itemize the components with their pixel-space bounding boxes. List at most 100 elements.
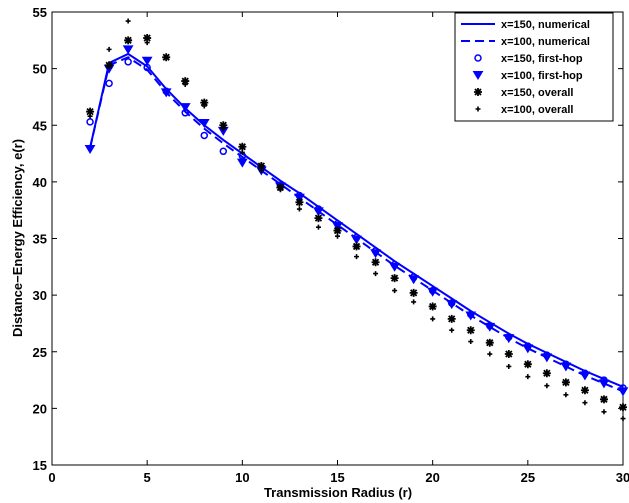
data-point <box>124 58 132 66</box>
data-point <box>141 56 153 66</box>
data-point <box>447 314 456 323</box>
y-axis-label: Distance−Energy Efficiency, e(r) <box>10 139 25 337</box>
data-point <box>181 77 190 86</box>
y-tick-label: 55 <box>33 5 47 20</box>
data-point <box>601 409 607 415</box>
data-point <box>525 374 531 380</box>
data-point <box>220 126 226 132</box>
data-point <box>506 363 512 369</box>
data-point <box>430 316 436 322</box>
data-point <box>84 145 96 155</box>
data-point <box>485 338 494 347</box>
y-tick-label: 35 <box>33 232 47 247</box>
data-point <box>468 339 474 345</box>
data-point <box>542 369 551 378</box>
y-tick-label: 50 <box>33 62 47 77</box>
x-axis-label: Transmission Radius (r) <box>264 485 412 500</box>
data-point <box>354 254 360 260</box>
data-point <box>200 98 209 107</box>
data-point <box>144 40 150 46</box>
data-point <box>122 45 134 55</box>
legend-label: x=150, first-hop <box>501 53 583 65</box>
data-point <box>504 350 513 359</box>
data-point <box>466 326 475 335</box>
data-point <box>427 287 439 297</box>
x-tick-label: 15 <box>330 470 344 485</box>
legend-label: x=100, overall <box>501 104 573 116</box>
data-point <box>236 158 248 168</box>
data-point <box>258 168 264 174</box>
data-point <box>370 249 381 259</box>
data-point <box>487 351 493 357</box>
legend-marker <box>474 54 482 62</box>
legend-label: x=150, overall <box>501 87 573 99</box>
data-point <box>87 113 93 119</box>
x-tick-label: 20 <box>425 470 439 485</box>
data-point <box>449 327 455 333</box>
x-tick-label: 0 <box>48 470 55 485</box>
data-point <box>201 103 207 109</box>
data-point <box>599 395 608 404</box>
data-point <box>390 274 399 283</box>
data-point <box>389 262 400 272</box>
data-point <box>163 54 169 60</box>
data-point <box>105 79 113 88</box>
data-point <box>219 147 228 156</box>
data-point <box>143 34 152 43</box>
legend-label: x=100, numerical <box>501 36 590 48</box>
data-point <box>182 81 188 87</box>
legend-marker <box>475 106 481 112</box>
data-point <box>332 222 343 232</box>
data-point <box>484 322 496 332</box>
x-tick-label: 25 <box>521 470 535 485</box>
data-point <box>409 288 418 297</box>
data-point <box>295 198 304 207</box>
data-point <box>198 118 210 128</box>
y-tick-label: 40 <box>33 175 47 190</box>
data-point <box>125 18 131 24</box>
data-point <box>106 46 112 52</box>
data-point <box>373 271 379 277</box>
data-point <box>314 214 323 223</box>
data-point <box>428 302 437 311</box>
data-point <box>619 403 627 412</box>
data-point <box>503 334 515 344</box>
x-tick-label: 30 <box>616 470 629 485</box>
data-point <box>580 386 589 395</box>
data-point <box>544 383 550 389</box>
legend: x=150, numerical x=100, numerical x=150, f… <box>454 12 614 122</box>
data-point <box>541 353 553 363</box>
data-point <box>579 371 591 381</box>
legend-label: x=100, first-hop <box>501 70 583 82</box>
legend-box <box>454 12 614 122</box>
legend-marker <box>472 71 484 80</box>
data-point <box>238 142 247 151</box>
data-point <box>257 162 266 171</box>
data-point <box>105 61 114 70</box>
data-point <box>620 416 626 422</box>
data-point <box>239 149 245 155</box>
data-point <box>411 299 417 305</box>
data-point <box>563 392 569 398</box>
data-point <box>408 275 420 285</box>
data-point <box>371 258 380 267</box>
data-point <box>392 288 398 294</box>
y-tick-label: 20 <box>33 401 47 416</box>
legend-marker <box>474 88 482 96</box>
data-point <box>86 107 95 116</box>
data-point <box>179 103 191 113</box>
y-tick-label: 30 <box>33 288 47 303</box>
data-point <box>296 206 302 212</box>
y-tick-label: 15 <box>33 458 47 473</box>
data-point <box>561 378 570 387</box>
data-point <box>86 118 94 126</box>
data-point <box>617 387 629 397</box>
data-point <box>446 300 458 310</box>
data-point <box>335 233 340 239</box>
data-point <box>313 207 324 217</box>
data-point <box>277 187 283 193</box>
data-point <box>352 242 361 251</box>
data-point <box>523 360 532 369</box>
data-point <box>315 224 321 230</box>
